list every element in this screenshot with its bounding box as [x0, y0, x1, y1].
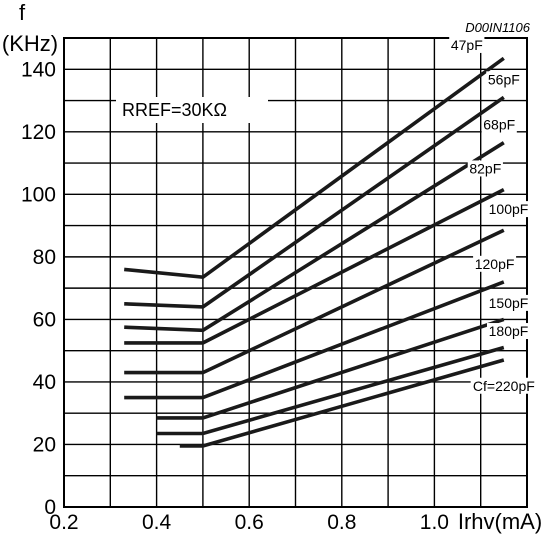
series-label: Cf=220pF [473, 378, 535, 394]
plot-frame [63, 37, 528, 508]
series-line [124, 228, 505, 375]
x-tick-labels: 0.2 0.4 0.6 0.8 1.0 [49, 511, 449, 534]
rref-annotation: RREF=30KΩ [122, 100, 227, 120]
figure-code: D00IN1106 [465, 20, 531, 35]
series-labels: 47pF 56pF 68pF 82pF 100pF 120pF 150pF 180pF Cf=2… [449, 36, 538, 394]
series-label-bg [473, 255, 517, 272]
y-tick-label: 120 [21, 121, 56, 144]
y-tick-label: 20 [33, 433, 56, 456]
series-label: 180pF [489, 323, 529, 339]
grid [64, 38, 527, 507]
series-line [124, 187, 505, 345]
series-label-bg [481, 116, 517, 133]
x-tick-label: 0.4 [142, 511, 172, 534]
series-label-bg [470, 377, 538, 394]
series-label: 68pF [483, 117, 515, 133]
series-label-bg [486, 323, 530, 340]
x-tick-label: 0.8 [327, 511, 356, 534]
series-line [124, 141, 505, 333]
series-line [124, 95, 505, 309]
series-line [179, 358, 505, 448]
series-label: 47pF [451, 37, 483, 53]
y-tick-labels: 0 20 40 60 80 100 120 140 [21, 58, 56, 519]
y-tick-label: 80 [33, 246, 56, 269]
series-label: 120pF [475, 256, 515, 272]
series-line [124, 280, 505, 400]
series-curves [124, 56, 505, 448]
y-tick-label: 140 [21, 58, 56, 81]
x-axis-label: Irhv(mA) [458, 509, 542, 534]
series-label-bg [486, 71, 522, 88]
series-label: 100pF [489, 201, 529, 217]
y-tick-label: 60 [33, 308, 56, 331]
x-tick-label: 1.0 [420, 511, 449, 534]
series-label: 56pF [488, 71, 520, 87]
series-label-bg [467, 160, 503, 177]
series-line [156, 345, 505, 436]
series-label-bg [449, 36, 485, 53]
series-label: 150pF [489, 295, 529, 311]
x-tick-label: 0.6 [235, 511, 264, 534]
y-axis-label-symbol: f [19, 0, 26, 25]
y-axis-label-unit: (KHz) [2, 31, 58, 56]
series-label-bg [486, 201, 530, 218]
y-tick-label: 100 [21, 183, 56, 206]
series-line [156, 317, 505, 420]
series-label-bg [486, 294, 530, 311]
series-label: 82pF [469, 160, 501, 176]
y-tick-label: 0 [44, 496, 56, 519]
series-line [124, 56, 505, 280]
rref-annotation-bg [116, 97, 268, 123]
y-tick-label: 40 [33, 371, 56, 394]
x-tick-label: 0.2 [49, 511, 78, 534]
